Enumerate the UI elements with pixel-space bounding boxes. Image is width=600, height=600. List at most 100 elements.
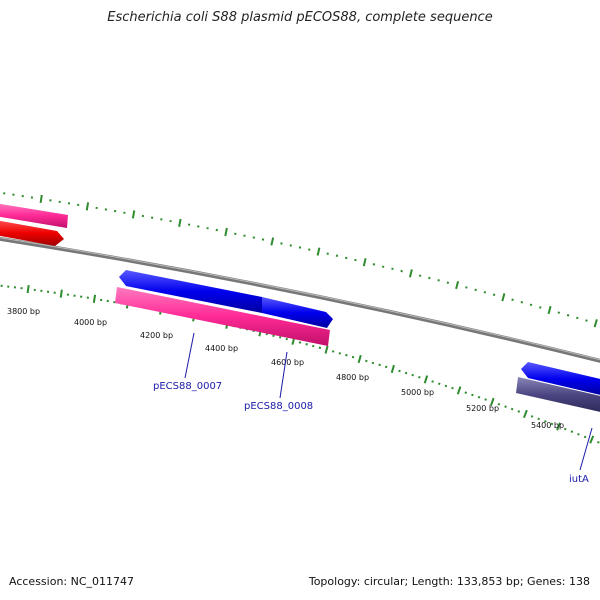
inner-tick-mark [510, 407, 514, 411]
inner-tick-mark [464, 391, 468, 394]
inner-tick-mark [550, 422, 554, 426]
outer-tick-mark [270, 237, 275, 246]
inner-tick-mark [456, 386, 462, 395]
gene-label-pecs88-0008[interactable]: pECS88_0008 [244, 401, 313, 412]
inner-tick-mark [544, 420, 547, 423]
outer-tick-mark [308, 248, 311, 251]
inner-tick-mark [298, 341, 302, 344]
inner-tick-mark [278, 336, 282, 339]
inner-tick-mark [437, 382, 441, 386]
inner-tick-mark [338, 352, 342, 355]
inner-tick-mark [365, 359, 368, 363]
inner-tick-mark [351, 355, 355, 359]
accession-text: Accession: NC_011747 [9, 575, 135, 588]
gene-feature-pink-center [115, 287, 330, 346]
inner-tick-mark [597, 441, 600, 444]
outer-tick-mark [576, 316, 579, 320]
inner-tick-mark [451, 386, 454, 390]
gene-label-iuta[interactable]: iutA [569, 474, 589, 485]
gene-label-pecs88-0007[interactable]: pECS88_0007 [153, 381, 222, 392]
outer-tick-mark [437, 279, 440, 282]
inner-tick-mark [357, 354, 362, 364]
outer-tick-mark [354, 258, 357, 262]
outer-tick-mark [391, 267, 394, 271]
inner-tick-mark [371, 361, 375, 365]
outer-tick-mark [289, 244, 292, 247]
inner-tick-mark [285, 337, 288, 341]
inner-tick-mark [583, 435, 587, 439]
ruler-label: 5400 bp [531, 421, 564, 430]
outer-tick-mark [428, 276, 431, 280]
outer-tick-mark [483, 291, 487, 294]
label-leader-line [184, 332, 195, 379]
outer-tick-mark [316, 247, 321, 256]
inner-tick-mark [26, 284, 30, 294]
outer-tick-mark [131, 210, 136, 219]
ruler-label: 4600 bp [271, 358, 304, 367]
outer-tick-mark [381, 265, 385, 268]
inner-tick-mark [324, 345, 329, 354]
outer-tick-mark [593, 319, 598, 328]
backbone-arc [0, 236, 600, 363]
inner-tick-mark [489, 397, 495, 406]
label-leader-line [579, 427, 593, 471]
inner-tick-mark [444, 384, 448, 388]
inner-tick-mark [537, 417, 540, 421]
inner-tick-mark [523, 409, 528, 419]
outer-tick-mark [224, 227, 228, 237]
outer-tick-mark [511, 298, 514, 301]
inner-tick-mark [431, 380, 434, 383]
inner-tick-mark [345, 353, 348, 357]
outer-tick-mark [178, 218, 182, 227]
ruler-label: 4400 bp [205, 344, 238, 353]
inner-tick-mark [378, 363, 381, 367]
ruler-label: 4000 bp [74, 318, 107, 327]
outer-tick-ring [3, 192, 598, 328]
inner-tick-mark [384, 365, 388, 369]
inner-tick-mark [59, 289, 63, 298]
inner-tick-mark [563, 427, 567, 431]
outer-tick-mark [455, 280, 460, 290]
inner-tick-mark [92, 294, 97, 303]
inner-tick-mark [517, 410, 521, 413]
inner-tick-mark [390, 364, 395, 374]
inner-tick-mark [497, 402, 501, 406]
label-leader-line [279, 351, 288, 399]
inner-tick-mark [504, 405, 507, 408]
outer-tick-mark [501, 293, 506, 302]
cds-feature-blue-2 [262, 297, 333, 328]
inner-tick-mark [423, 375, 429, 384]
ruler-label: 5000 bp [401, 388, 434, 397]
outer-tick-mark [335, 254, 339, 258]
inner-tick-mark [411, 373, 414, 377]
inner-tick-mark [471, 393, 474, 397]
inner-tick-mark [272, 334, 275, 337]
cds-feature-blue-right [521, 362, 600, 395]
map-title: Escherichia coli S88 plasmid pECOS88, co… [107, 10, 493, 25]
inner-tick-mark [577, 433, 580, 436]
backbone-arc-highlight [0, 237, 600, 361]
inner-tick-mark [418, 375, 421, 379]
outer-tick-mark [39, 194, 43, 204]
outer-tick-mark [529, 303, 533, 307]
inner-tick-mark [589, 435, 595, 444]
outer-tick-mark [474, 288, 477, 292]
gene-feature-pink-left [0, 203, 68, 228]
ruler-label: 4200 bp [140, 331, 173, 340]
inner-tick-mark [305, 343, 308, 346]
inner-tick-mark [484, 398, 487, 401]
ruler-label: 5200 bp [466, 404, 499, 413]
outer-tick-mark [362, 258, 367, 267]
outer-tick-mark [85, 202, 90, 211]
ruler-label: 4800 bp [336, 373, 369, 382]
inner-tick-mark [530, 415, 534, 418]
ruler-label: 3800 bp [7, 307, 40, 316]
inner-tick-mark [570, 430, 574, 433]
outer-tick-mark [372, 263, 376, 266]
outer-tick-mark [465, 286, 468, 289]
outer-tick-mark [585, 319, 588, 322]
cds-feature-blue-1 [119, 270, 262, 313]
outer-tick-mark [446, 281, 450, 284]
outer-tick-mark [566, 314, 570, 317]
